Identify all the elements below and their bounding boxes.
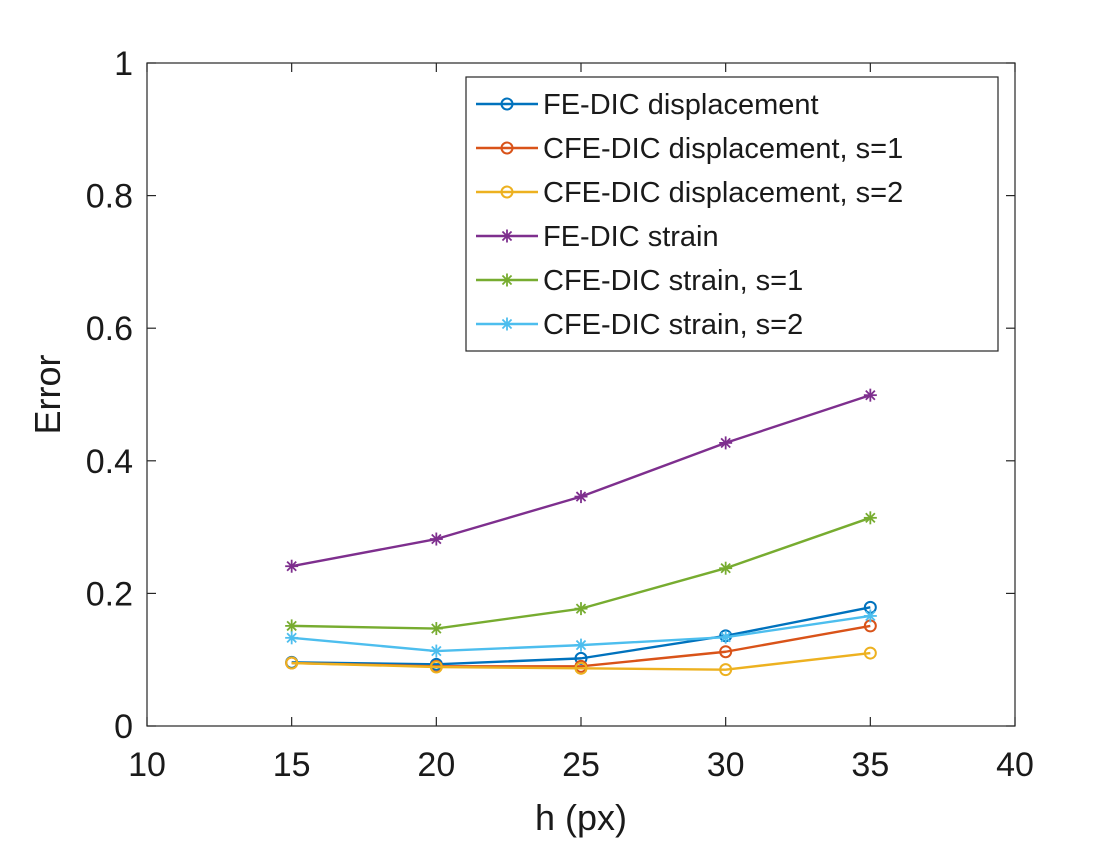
series-5-point — [863, 511, 877, 525]
series-5-point — [719, 561, 733, 575]
series-5 — [285, 511, 877, 636]
series-4-point — [574, 490, 588, 504]
legend-entry: CFE-DIC displacement, s=2 — [476, 177, 903, 209]
legend-swatch-point — [500, 97, 514, 111]
x-tick-label: 35 — [851, 746, 889, 784]
series-3-point — [429, 660, 443, 674]
y-axis-label: Error — [27, 354, 68, 434]
series-6-point — [285, 631, 299, 645]
legend-label: CFE-DIC displacement, s=2 — [543, 177, 903, 209]
legend-label: CFE-DIC displacement, s=1 — [543, 133, 903, 165]
series-6 — [285, 609, 877, 658]
x-tick-label: 20 — [417, 746, 455, 784]
series-5-point — [429, 622, 443, 636]
plot-marks — [285, 388, 877, 677]
asterisk-stroke — [865, 610, 876, 622]
series-6-point — [863, 609, 877, 623]
asterisk-stroke — [575, 491, 587, 502]
series-5-point — [574, 602, 588, 616]
series-6-point — [429, 644, 443, 658]
legend-swatch-point — [500, 317, 514, 331]
series-4-line — [291, 394, 871, 568]
legend-label: FE-DIC displacement — [543, 89, 819, 121]
asterisk-stroke — [286, 620, 297, 632]
series-3-point — [863, 646, 877, 660]
asterisk-stroke — [865, 512, 876, 524]
legend: FE-DIC displacement CFE-DIC displacement,… — [465, 76, 999, 352]
series-4-point — [719, 436, 733, 450]
y-tick-label: 0.8 — [86, 178, 133, 216]
asterisk-stroke — [575, 603, 587, 614]
legend-box — [465, 76, 999, 352]
legend-swatch-point — [500, 229, 514, 243]
y-tick-label: 1 — [114, 45, 133, 83]
legend-swatch-point — [500, 185, 514, 199]
series-3 — [285, 646, 877, 677]
series-4-point — [863, 388, 877, 402]
asterisk-stroke — [720, 437, 731, 449]
series-6-point — [574, 638, 588, 652]
x-tick-label: 25 — [562, 746, 600, 784]
asterisk-stroke — [865, 389, 876, 401]
legend-entry: CFE-DIC strain, s=1 — [476, 265, 803, 297]
series-3-point — [719, 663, 733, 677]
asterisk-stroke — [501, 318, 513, 330]
asterisk-stroke — [286, 561, 297, 572]
asterisk-stroke — [501, 230, 513, 242]
legend-entry: FE-DIC displacement — [476, 89, 819, 121]
y-tick-label: 0 — [114, 708, 133, 746]
y-tick-label: 0.4 — [86, 443, 133, 481]
legend-entry: FE-DIC strain — [476, 221, 719, 253]
legend-swatch-point — [500, 273, 514, 287]
x-axis-label: h (px) — [535, 797, 627, 838]
series-3-point — [574, 661, 588, 675]
series-1-point — [574, 651, 588, 665]
series-4-point — [429, 532, 443, 546]
series-1-line — [291, 606, 871, 666]
legend-label: CFE-DIC strain, s=1 — [543, 265, 803, 297]
legend-label: CFE-DIC strain, s=2 — [543, 309, 803, 341]
x-tick-label: 40 — [996, 746, 1034, 784]
series-5-point — [285, 619, 299, 633]
y-tick-label: 0.6 — [86, 310, 133, 348]
legend-swatch-point — [500, 141, 514, 155]
asterisk-stroke — [501, 274, 513, 286]
x-tick-label: 30 — [707, 746, 745, 784]
series-3-point — [285, 656, 299, 670]
asterisk-stroke — [720, 631, 731, 643]
asterisk-stroke — [575, 639, 587, 651]
asterisk-stroke — [720, 563, 731, 574]
series-4-point — [285, 559, 299, 573]
asterisk-stroke — [431, 623, 442, 634]
legend-entry: CFE-DIC displacement, s=1 — [476, 133, 903, 165]
series-6-point — [719, 630, 733, 644]
legend-label: FE-DIC strain — [543, 221, 719, 253]
legend-entry: CFE-DIC strain, s=2 — [476, 309, 803, 341]
asterisk-stroke — [431, 533, 442, 545]
series-2-point — [719, 645, 733, 659]
y-tick-label: 0.2 — [86, 575, 133, 613]
axis-ticks: 10 15 20 25 30 35 40 0 0.2 0.4 0.6 0.8 1 — [86, 45, 1034, 784]
x-tick-label: 15 — [273, 746, 311, 784]
series-3-line — [291, 651, 871, 671]
x-tick-label: 10 — [128, 746, 166, 784]
asterisk-stroke — [286, 632, 297, 644]
asterisk-stroke — [431, 645, 442, 657]
series-4 — [285, 388, 877, 573]
